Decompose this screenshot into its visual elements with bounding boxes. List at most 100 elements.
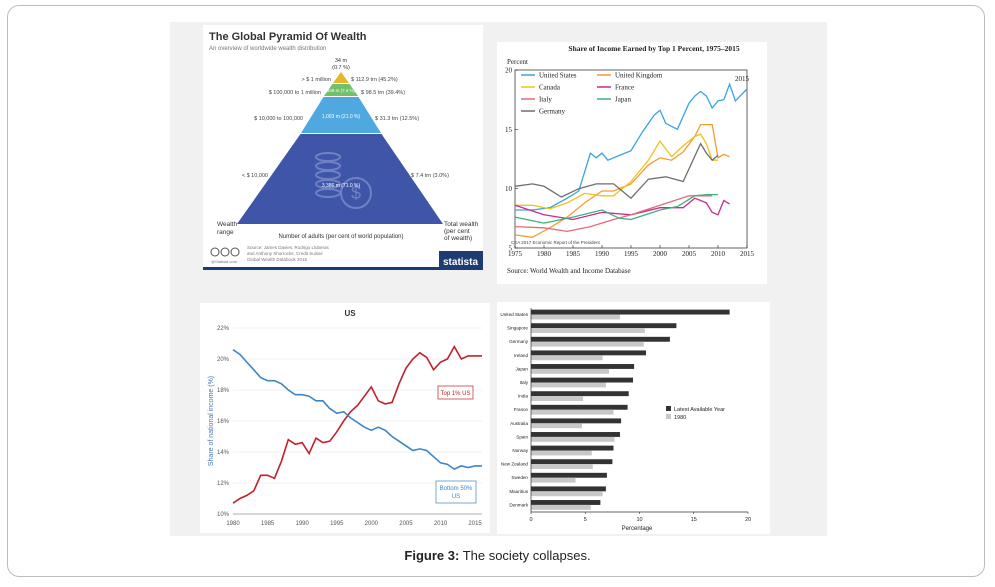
bar-singapore-latest-available-year: [531, 323, 677, 329]
chart3-xtick-label: 1985: [261, 521, 275, 527]
top1-label-box: [437, 385, 474, 400]
chart4-xtick-label: 5: [584, 517, 587, 523]
chart2-xtick-label: 1975: [508, 250, 523, 258]
tier-3-wealth: $ 31.3 trn (12.5%): [375, 116, 419, 122]
series-line-united-states: [515, 82, 748, 211]
tier-4-wealth: $ 7.4 trn (3.0%): [411, 173, 449, 179]
chart3-ytick-label: 10%: [217, 512, 230, 518]
bar-ireland-latest-available-year: [531, 350, 646, 356]
us-income-share-svg: US Share of national income (%) 10% 12% 14…: [208, 309, 482, 527]
category-label-united-states: United States: [500, 312, 528, 317]
chart3-ytick-label: 22%: [217, 326, 230, 332]
bar-italy-1980: [531, 382, 606, 388]
chart2-ytick-label: 15: [505, 126, 513, 134]
tier-3-range: $ 10,000 to 100,000: [254, 116, 303, 122]
bar-mauritius-latest-available-year: [531, 486, 606, 492]
bar-ireland-1980: [531, 355, 603, 361]
chart2-xtick-label: 1980: [537, 250, 552, 258]
bar-new-zealand-1980: [531, 464, 593, 470]
chart3-ytick-label: 14%: [217, 450, 230, 456]
coins-icon: $: [315, 152, 372, 209]
bar-india-1980: [531, 396, 584, 402]
bar-india-latest-available-year: [531, 391, 629, 397]
category-label-italy: Italy: [520, 380, 529, 385]
legend-1980-label: 1980: [674, 415, 686, 421]
pyramid-tier-3: [301, 97, 381, 133]
category-label-france: France: [514, 407, 529, 412]
chart3-ytick-label: 18%: [217, 388, 230, 394]
bar-australia-latest-available-year: [531, 418, 622, 424]
legend-label-canada: Canada: [539, 84, 561, 92]
chart3-xtick-label: 1980: [226, 521, 240, 527]
bar-germany-latest-available-year: [531, 336, 670, 342]
statista-logo: [439, 251, 483, 270]
category-label-denmark: Denmark: [509, 502, 528, 507]
pyramid-top-pct: (0.7 %): [332, 65, 350, 71]
bar-germany-1980: [531, 341, 644, 347]
chart2-ytick-label: 10: [505, 185, 513, 193]
wealth-pyramid-chart: The Global Pyramid Of Wealth An overview…: [203, 25, 483, 270]
caption-text: The society collapses.: [459, 548, 591, 563]
chart3-xtick-label: 2010: [434, 521, 448, 527]
chart2-xtick-label: 1990: [595, 250, 610, 258]
legend-label-france: France: [615, 84, 634, 92]
svg-text:$: $: [351, 183, 361, 203]
tier-3-adults: 1,003 m (21.0 %): [322, 114, 361, 120]
bar-united-states-1980: [531, 314, 620, 320]
bar-united-states-latest-available-year: [531, 309, 730, 315]
bar-spain-latest-available-year: [531, 432, 620, 437]
series-line-united-kingdom: [514, 123, 730, 238]
tier-4-range: < $ 10,000: [242, 173, 268, 179]
tier-1-wealth: $ 112.9 trn (45.2%): [351, 77, 398, 83]
pyramid-credit: @Statista.com: [211, 259, 238, 264]
series-line-top-1-us: [232, 344, 482, 504]
pyramid-top-label: 34 m: [335, 58, 348, 64]
chart3-ytick-label: 20%: [217, 357, 230, 363]
chart2-xtick-label: 2000: [653, 250, 668, 258]
bar-sweden-latest-available-year: [531, 472, 607, 478]
country-bar-svg: United States Singapore Germany Ireland Japa…: [500, 308, 751, 532]
bar-spain-1980: [531, 436, 615, 442]
category-label-sweden: Sweden: [511, 475, 528, 480]
category-label-ireland: Ireland: [514, 353, 528, 358]
bar-new-zealand-latest-available-year: [531, 459, 613, 465]
bar-france-1980: [531, 409, 614, 415]
chart2-xtick-label: 1995: [624, 250, 639, 258]
series-line-japan: [514, 193, 718, 224]
chart2-ytick-label: 20: [505, 67, 513, 75]
figure-caption: Figure 3: The society collapses.: [0, 548, 995, 563]
series-line-france: [514, 197, 730, 221]
bar-denmark-1980: [531, 504, 591, 510]
chart3-ytick-label: 16%: [217, 419, 230, 425]
pyramid-source: Source: James Davies, Rodrigo Lluberas an…: [247, 245, 330, 262]
pyramid-left-axis: Wealth range: [217, 221, 237, 236]
pyramid-right-axis: Total wealth (per cent of wealth): [444, 221, 479, 242]
chart2-note: CEA 2017 Economic Report of the Presiden…: [511, 240, 601, 245]
series-line-germany: [514, 142, 719, 200]
category-label-japan: Japan: [515, 366, 528, 371]
chart2-source: Source: World Wealth and Income Database: [507, 267, 631, 275]
chart3-xtick-label: 2000: [365, 521, 379, 527]
legend-latest-swatch: [666, 406, 671, 411]
series-line-italy: [514, 195, 713, 233]
bar-norway-latest-available-year: [531, 445, 614, 451]
chart3-ytick-label: 12%: [217, 481, 230, 487]
chart2-ytick-label: 5: [509, 245, 513, 253]
chart2-xtick-label: 1985: [566, 250, 581, 258]
top1-multi-country-chart: Share of Income Earned by Top 1 Percent,…: [497, 42, 767, 284]
category-label-australia: Australia: [510, 421, 528, 426]
category-label-norway: Norway: [512, 448, 528, 453]
chart4-xtick-label: 20: [745, 517, 751, 523]
chart2-xtick-label: 2010: [711, 250, 726, 258]
bar-australia-1980: [531, 423, 582, 429]
chart3-ylabel: Share of national income (%): [208, 376, 215, 466]
legend-label-united-states: United States: [539, 72, 577, 80]
chart2-xtick-label: 2005: [682, 250, 697, 258]
chart3-xtick-label: 2015: [468, 521, 482, 527]
top1-label: Top 1% US: [440, 391, 470, 397]
chart2-title: Share of Income Earned by Top 1 Percent,…: [568, 44, 739, 53]
chart2-xtick-label: 2015: [740, 250, 755, 258]
chart3-xtick-label: 2005: [399, 521, 413, 527]
bar-italy-latest-available-year: [531, 377, 633, 383]
series-line-bottom-50-us: [232, 349, 482, 471]
